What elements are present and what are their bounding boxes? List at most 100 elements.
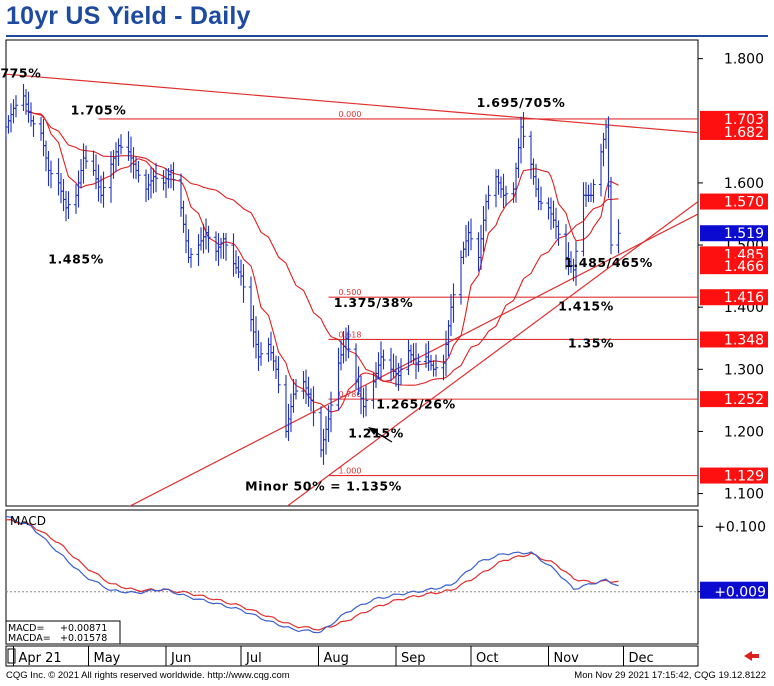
price-bar — [531, 158, 536, 185]
price-bar — [498, 176, 504, 198]
price-bar — [536, 178, 541, 211]
price-bar — [6, 111, 9, 140]
price-bar — [306, 376, 311, 407]
main-panel-frame — [5, 39, 699, 507]
price-bar — [363, 385, 369, 417]
level-tag-label: 1.703 — [724, 112, 764, 128]
trendline-support-2 — [128, 213, 698, 506]
price-bar — [223, 232, 229, 261]
price-bar — [248, 276, 254, 332]
price-bar — [398, 358, 404, 386]
month-label: Nov — [554, 651, 580, 666]
price-bar — [206, 225, 211, 253]
price-bar — [538, 186, 544, 211]
fib-level-label: 0.500 — [339, 288, 362, 297]
price-bar — [13, 95, 19, 118]
month-label: Apr 21 — [19, 651, 62, 666]
price-bar — [81, 143, 86, 184]
trendline-support — [286, 201, 698, 506]
price-bar — [91, 150, 96, 176]
price-bar — [76, 170, 81, 208]
price-bar — [288, 393, 294, 433]
price-bar — [311, 386, 316, 427]
price-bar — [131, 147, 136, 179]
annotation-label: 1.35% — [568, 336, 614, 351]
month-label: Aug — [324, 651, 349, 666]
level-tag: 1.416 — [700, 289, 768, 306]
price-bar — [501, 173, 506, 209]
price-bar — [276, 356, 281, 394]
price-bar — [483, 194, 489, 232]
trendline-resistance — [6, 73, 698, 134]
date-axis-frame — [5, 645, 699, 667]
price-bar — [183, 214, 189, 254]
fib-levels: 0.000 0.500 0.618 0.786 1.000 — [98, 110, 698, 477]
price-bar — [496, 169, 501, 195]
price-bar — [83, 145, 89, 169]
scroll-arrow-icon[interactable] — [744, 651, 752, 661]
arrow-1215-head — [368, 427, 378, 435]
price-bar — [486, 185, 491, 210]
level-tags: 1.7031.6821.5701.5191.4851.4661.4161.348… — [700, 110, 768, 485]
price-bar — [56, 158, 61, 196]
annotation-label: 1.415% — [558, 298, 614, 313]
price-bar — [221, 232, 226, 259]
level-tag-label: 1.466 — [724, 259, 764, 275]
price-bar — [238, 259, 244, 286]
macd-legend-label: MACD= — [8, 623, 44, 634]
price-bar — [251, 305, 256, 348]
price-bar — [528, 131, 534, 179]
price-bar — [218, 237, 224, 259]
price-bar — [301, 371, 306, 400]
price-bar — [126, 131, 131, 161]
month-label: Dec — [629, 651, 654, 666]
macda-legend-label: MACDA= — [8, 633, 51, 644]
trendlines — [6, 73, 698, 506]
price-bar — [241, 264, 246, 303]
price-bar — [113, 142, 119, 173]
price-bar — [393, 355, 399, 387]
price-bar — [31, 115, 36, 137]
macd-title: MACD — [10, 514, 46, 528]
level-tag: 1.252 — [700, 391, 768, 408]
level-tag-label: 1.416 — [724, 290, 764, 306]
macd-line — [6, 515, 619, 634]
price-bar — [101, 171, 106, 208]
macd-legend-box — [5, 620, 121, 645]
price-bar — [371, 372, 376, 409]
price-bar — [451, 283, 456, 323]
price-bar — [41, 119, 46, 157]
price-bar — [468, 218, 474, 251]
level-tag-label: 1.519 — [724, 226, 764, 242]
price-bar — [146, 173, 151, 201]
price-bar — [608, 176, 614, 255]
price-bar — [118, 134, 124, 155]
annotation-label: 1.215% — [348, 426, 404, 441]
price-bar — [413, 342, 419, 380]
price-bar — [163, 168, 169, 198]
price-bar — [328, 391, 334, 433]
price-bar — [46, 151, 51, 187]
title-rule — [6, 35, 768, 37]
price-bar — [573, 241, 579, 286]
price-bar — [391, 353, 396, 378]
moving-averages — [25, 110, 619, 413]
price-bar — [466, 221, 471, 257]
price-bar — [58, 173, 64, 204]
macd-legend-value: +0.00871 — [60, 623, 107, 634]
price-bar — [461, 241, 466, 265]
annotation-label: 1.375/38% — [334, 295, 413, 310]
price-bar — [273, 355, 279, 379]
price-bar — [63, 190, 69, 222]
price-bar — [26, 91, 31, 123]
level-tag: 1.682 — [700, 123, 768, 141]
annotation-label: 1.485% — [48, 252, 104, 267]
price-bar — [556, 220, 561, 246]
price-bar — [346, 325, 351, 359]
price-bar — [196, 234, 201, 266]
price-bar — [43, 140, 49, 172]
price-tick-label: 1.200 — [724, 424, 764, 440]
price-bar — [236, 256, 241, 279]
price-bar — [271, 345, 276, 371]
